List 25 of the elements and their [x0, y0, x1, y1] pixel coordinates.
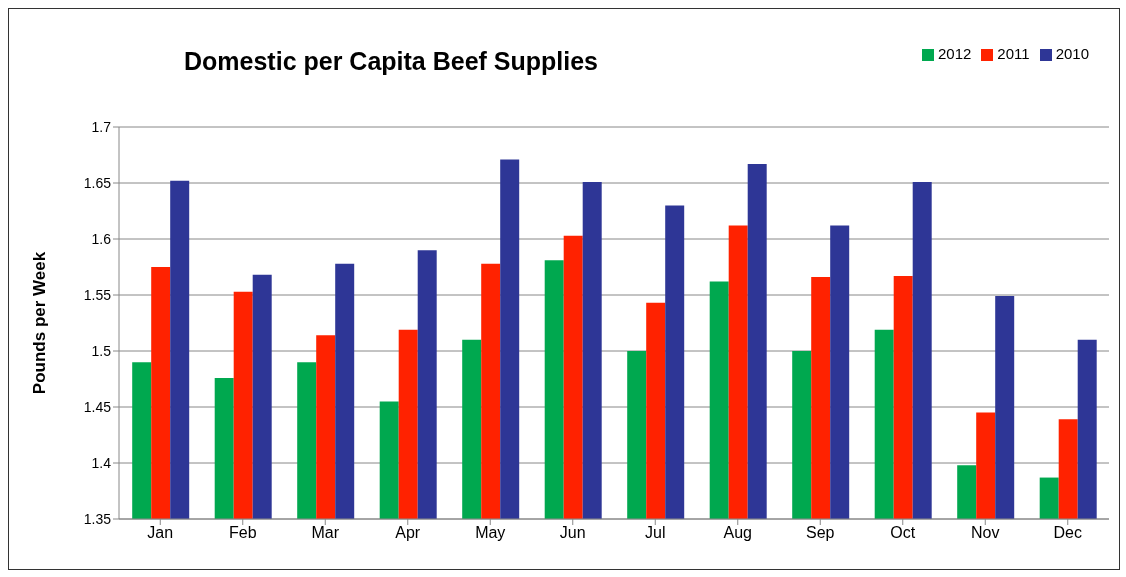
y-axis-title: Pounds per Week	[30, 251, 50, 395]
legend-label: 2010	[1055, 45, 1089, 62]
y-tick-label: 1.7	[91, 118, 112, 135]
x-tick-label: Feb	[228, 524, 257, 542]
chart-title: Domestic per Capita Beef Supplies	[184, 47, 599, 76]
x-tick-label: Jul	[645, 524, 666, 542]
x-tick-label: Aug	[723, 524, 752, 542]
x-tick-label: May	[475, 524, 506, 542]
x-tick-label: Jun	[559, 524, 586, 542]
legend-label: 2011	[997, 45, 1030, 62]
x-tick-label: Jan	[147, 524, 174, 542]
x-tick-label: Sep	[806, 524, 835, 542]
y-tick-label: 1.5	[91, 342, 112, 359]
y-tick-label: 1.55	[83, 286, 112, 303]
y-tick-label: 1.6	[91, 230, 112, 247]
x-tick-label: Apr	[395, 524, 421, 542]
x-tick-label: Oct	[890, 524, 916, 542]
x-tick-label: Nov	[971, 524, 1000, 542]
y-tick-label: 1.35	[83, 510, 112, 527]
x-tick-label: Mar	[311, 524, 340, 542]
x-tick-label: Dec	[1053, 524, 1082, 542]
y-tick-label: 1.65	[83, 174, 112, 191]
legend-label: 2012	[937, 45, 972, 62]
y-tick-label: 1.45	[83, 398, 112, 415]
y-tick-label: 1.4	[91, 454, 112, 471]
